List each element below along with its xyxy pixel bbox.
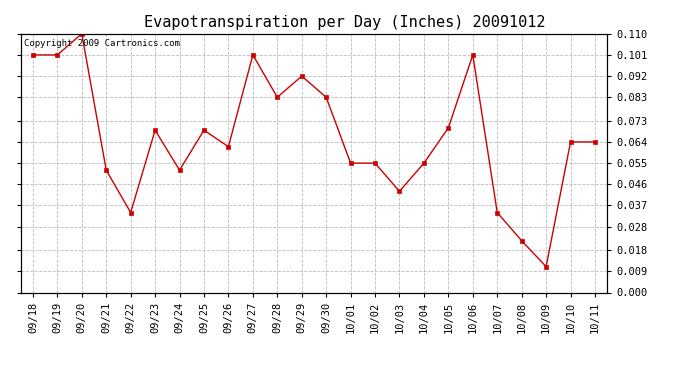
Text: Copyright 2009 Cartronics.com: Copyright 2009 Cartronics.com [23,39,179,48]
Text: Evapotranspiration per Day (Inches) 20091012: Evapotranspiration per Day (Inches) 2009… [144,15,546,30]
